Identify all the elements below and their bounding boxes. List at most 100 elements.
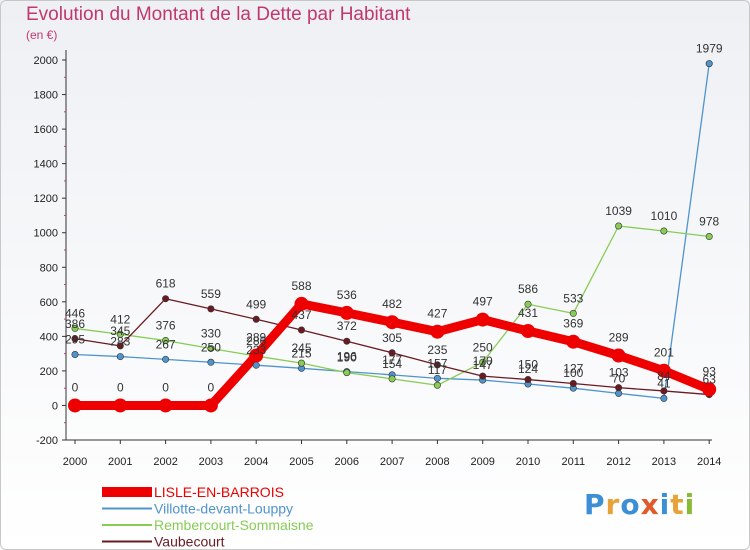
- data-label: 289: [609, 331, 629, 345]
- data-label: 70: [612, 371, 626, 385]
- data-label: 295: [65, 333, 85, 347]
- data-label: 84: [657, 369, 671, 383]
- y-tick-label: 1600: [34, 124, 58, 136]
- data-label: 190: [337, 351, 357, 365]
- data-point: [475, 312, 490, 327]
- data-label: 345: [110, 324, 130, 338]
- x-tick-label: 2009: [470, 456, 494, 468]
- legend-label: Vaubecourt: [154, 534, 225, 550]
- data-label: 154: [382, 357, 402, 371]
- data-point: [343, 337, 351, 345]
- data-point: [116, 330, 124, 338]
- data-label: 372: [337, 319, 357, 333]
- data-point: [388, 349, 396, 357]
- x-tick-label: 2007: [380, 456, 404, 468]
- data-label: 437: [291, 308, 311, 322]
- data-label: 586: [518, 282, 538, 296]
- data-label: 283: [110, 335, 130, 349]
- data-point: [297, 359, 305, 367]
- data-label: 170: [473, 354, 493, 368]
- data-point: [203, 398, 218, 413]
- x-tick-label: 2010: [516, 456, 540, 468]
- data-point: [433, 361, 441, 369]
- data-label: 536: [337, 288, 357, 302]
- x-tick-label: 2011: [561, 456, 585, 468]
- data-label: 1979: [696, 42, 723, 56]
- data-point: [207, 358, 215, 366]
- data-label: 412: [110, 312, 130, 326]
- data-point: [116, 342, 124, 350]
- data-label: 41: [657, 376, 671, 390]
- data-point: [68, 398, 82, 413]
- data-point: [294, 296, 309, 311]
- data-point: [660, 227, 668, 235]
- y-tick-label: 800: [40, 262, 58, 274]
- y-tick-label: 1200: [34, 193, 58, 205]
- x-tick-label: 2014: [697, 456, 721, 468]
- data-label: 157: [427, 356, 447, 370]
- data-label: 1039: [605, 204, 632, 218]
- series-points: [68, 60, 717, 413]
- x-tick-label: 2003: [199, 456, 223, 468]
- data-label: 124: [518, 362, 538, 376]
- axes: -200020040060080010001200140016001800200…: [34, 50, 721, 468]
- data-label: 127: [563, 362, 583, 376]
- data-point: [433, 381, 441, 389]
- data-label: 330: [201, 326, 221, 340]
- data-point: [339, 305, 354, 320]
- unit-label: (en €): [26, 28, 58, 42]
- data-point: [207, 344, 215, 352]
- data-point: [611, 348, 626, 363]
- data-label: 233: [246, 343, 266, 357]
- data-label: 215: [291, 346, 311, 360]
- data-label: 533: [563, 291, 583, 305]
- data-point: [660, 387, 668, 395]
- data-label: 482: [382, 297, 402, 311]
- y-tick-label: 0: [52, 400, 58, 412]
- data-point: [615, 384, 623, 392]
- data-label: 117: [428, 363, 447, 377]
- data-label: 286: [246, 334, 266, 348]
- data-label: 245: [291, 341, 311, 355]
- data-point: [705, 60, 713, 68]
- data-point: [615, 222, 623, 230]
- logo-letter: i: [659, 488, 671, 521]
- legend-label: Villotte-devant-Louppy: [154, 501, 293, 517]
- data-label: 499: [246, 297, 266, 311]
- data-label: 93: [703, 364, 717, 378]
- y-tick-label: 600: [40, 297, 58, 309]
- logo-letter: x: [640, 488, 660, 521]
- data-point: [343, 369, 351, 377]
- data-point: [162, 337, 170, 345]
- data-point: [162, 355, 170, 363]
- logo-letter: r: [605, 488, 621, 521]
- data-label: 1010: [651, 209, 678, 223]
- data-point: [71, 324, 79, 332]
- y-tick-label: -200: [36, 435, 58, 447]
- x-tick-label: 2006: [335, 456, 359, 468]
- data-point: [479, 372, 487, 380]
- data-point: [158, 398, 173, 413]
- data-label: 289: [246, 331, 266, 345]
- data-point: [569, 309, 577, 317]
- data-label: 100: [563, 366, 583, 380]
- x-tick-label: 2002: [153, 456, 177, 468]
- logo-letter: P: [584, 488, 606, 521]
- data-label: 0: [162, 380, 169, 394]
- data-label: 150: [518, 358, 538, 372]
- data-point: [207, 305, 215, 313]
- chart-title: Evolution du Montant de la Dette par Hab…: [26, 4, 411, 25]
- x-tick-label: 2000: [63, 456, 87, 468]
- data-label: 618: [156, 277, 176, 291]
- data-point: [521, 324, 535, 339]
- data-point: [388, 375, 396, 383]
- data-label: 196: [337, 350, 357, 364]
- data-label: 103: [609, 366, 629, 380]
- x-tick-label: 2001: [108, 456, 132, 468]
- data-label: 0: [72, 380, 79, 394]
- logo-letter: o: [620, 488, 641, 521]
- data-label: 427: [427, 307, 447, 321]
- data-point: [162, 295, 170, 303]
- data-point: [252, 361, 260, 369]
- data-label: 250: [473, 340, 493, 354]
